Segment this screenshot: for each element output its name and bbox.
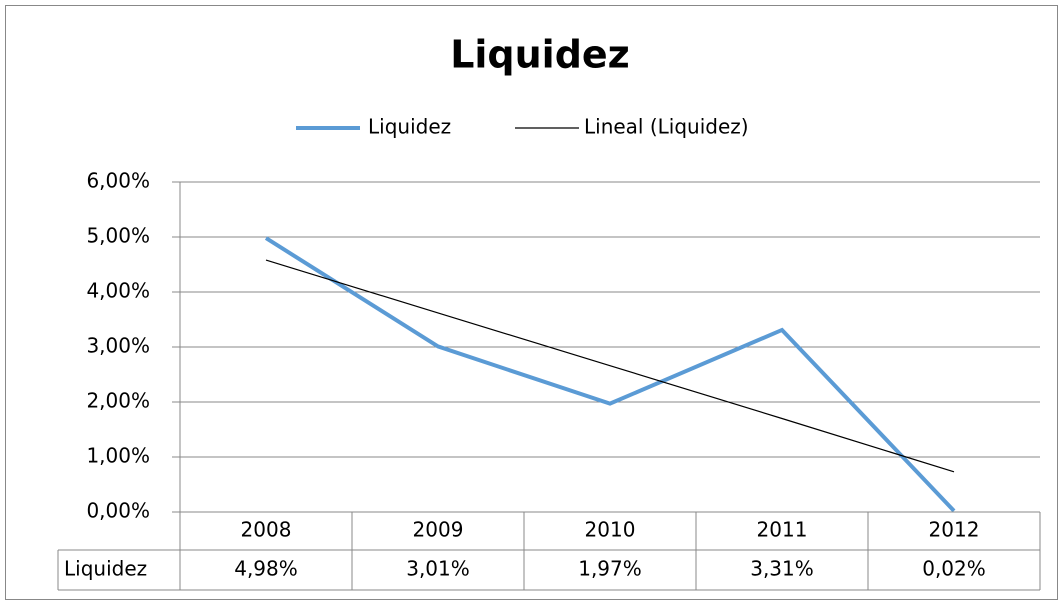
table-cell: 4,98% (234, 557, 298, 581)
trend-line (265, 259, 955, 473)
x-tick-label: 2011 (757, 518, 808, 542)
y-tick-label: 4,00% (86, 279, 150, 303)
data-line (264, 236, 956, 513)
x-tick-label: 2009 (413, 518, 464, 542)
table-cell: 3,01% (406, 557, 470, 581)
table-cell: 0,02% (922, 557, 986, 581)
legend-label: Lineal (Liquidez) (584, 115, 749, 139)
table-row-label: Liquidez (64, 557, 147, 581)
chart-border (5, 5, 1058, 600)
chart-title: Liquidez (450, 33, 630, 77)
y-tick-label: 6,00% (86, 169, 150, 193)
table-cell: 3,31% (750, 557, 814, 581)
y-tick-label: 5,00% (86, 224, 150, 248)
y-tick-label: 1,00% (86, 444, 150, 468)
x-tick-label: 2008 (241, 518, 292, 542)
x-tick-label: 2010 (585, 518, 636, 542)
x-tick-label: 2012 (929, 518, 980, 542)
y-tick-label: 0,00% (86, 499, 150, 523)
table-cell: 1,97% (578, 557, 642, 581)
y-tick-label: 3,00% (86, 334, 150, 358)
y-tick-label: 2,00% (86, 389, 150, 413)
legend-label: Liquidez (368, 115, 451, 139)
